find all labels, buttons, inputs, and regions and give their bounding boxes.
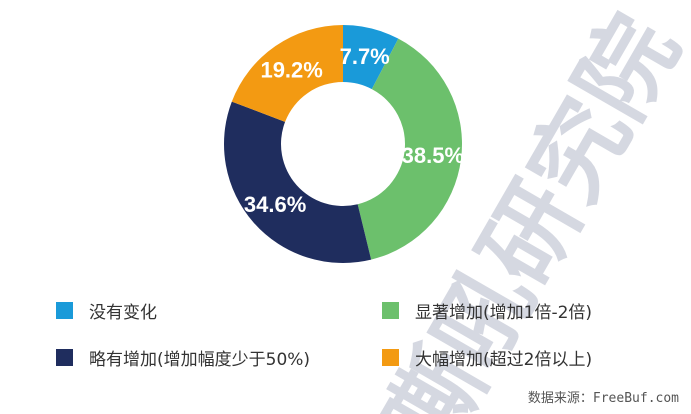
legend-item-significant-increase: 显著增加(增加1倍-2倍) bbox=[382, 298, 592, 323]
slice-value-label: 7.7% bbox=[340, 44, 390, 69]
legend-label: 没有变化 bbox=[89, 303, 157, 323]
donut-slice bbox=[343, 25, 399, 90]
legend-swatch bbox=[382, 302, 399, 319]
data-source: 数据来源：FreeBuf.com bbox=[527, 391, 679, 406]
donut-slice bbox=[357, 38, 463, 260]
legend-item-large-increase: 大幅增加(超过2倍以上) bbox=[382, 345, 592, 370]
legend-label: 大幅增加(超过2倍以上) bbox=[415, 350, 593, 370]
donut-slice bbox=[224, 101, 372, 264]
legend-swatch bbox=[56, 302, 73, 319]
slice-value-label: 38.5% bbox=[402, 143, 464, 168]
slice-value-label: 34.6% bbox=[244, 192, 306, 217]
legend-item-no-change: 没有变化 bbox=[56, 298, 157, 323]
data-labels: 7.7% 38.5% 34.6% 19.2% bbox=[244, 44, 464, 217]
donut-chart bbox=[224, 25, 463, 264]
legend-swatch bbox=[382, 349, 399, 366]
legend-item-slight-increase: 略有增加(增加幅度少于50%) bbox=[56, 345, 310, 370]
legend-label: 显著增加(增加1倍-2倍) bbox=[415, 303, 593, 323]
slice-value-label: 19.2% bbox=[260, 57, 322, 82]
legend-swatch bbox=[56, 349, 73, 366]
legend-label: 略有增加(增加幅度少于50%) bbox=[89, 350, 311, 370]
donut-slice bbox=[231, 25, 343, 122]
